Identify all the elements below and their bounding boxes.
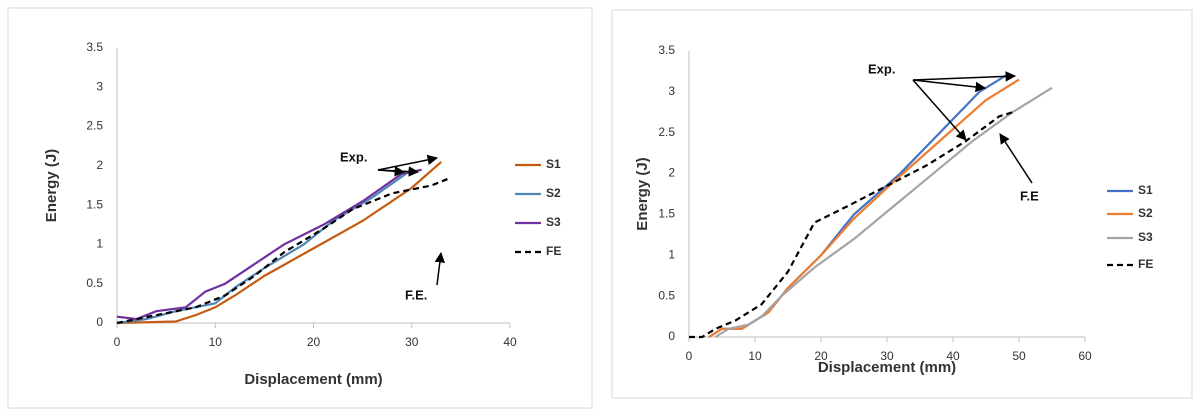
y-tick-label: 2 <box>96 158 103 172</box>
y-tick-label: 3.5 <box>86 40 103 54</box>
y-tick-label: 2 <box>668 166 675 180</box>
series-line <box>116 161 442 325</box>
legend-label: S1 <box>1138 183 1153 197</box>
x-tick-label: 10 <box>748 349 762 363</box>
legend-label: S2 <box>546 186 561 200</box>
x-tick-label: 10 <box>209 335 223 349</box>
y-tick-label: 1.5 <box>86 197 103 211</box>
legend-label: S3 <box>546 215 561 229</box>
y-tick-label: 3 <box>668 84 675 98</box>
y-tick-label: 1.5 <box>658 207 675 221</box>
series-line <box>116 168 422 321</box>
y-tick-label: 1 <box>96 237 103 251</box>
series-line <box>689 111 1013 339</box>
legend-label: FE <box>1138 257 1153 271</box>
y-tick-label: 0 <box>96 315 103 329</box>
legend-label: S2 <box>1138 206 1153 220</box>
x-tick-label: 20 <box>307 335 321 349</box>
annotation-arrow <box>912 79 987 93</box>
y-axis-title: Energy (J) <box>43 149 60 222</box>
x-tick-label: 60 <box>1078 349 1092 363</box>
x-tick-label: 30 <box>880 349 894 363</box>
y-tick-label: 0.5 <box>658 288 675 302</box>
y-tick-label: 0 <box>668 329 675 343</box>
annotation-arrow <box>377 154 439 171</box>
annotation: F.E. <box>405 287 427 302</box>
x-tick-label: 30 <box>405 335 419 349</box>
annotation: F.E <box>1020 188 1039 203</box>
legend-label: S3 <box>1138 230 1153 244</box>
annotation-arrow <box>377 166 420 177</box>
series-line <box>116 168 413 325</box>
series-line <box>708 78 1020 338</box>
y-tick-label: 2.5 <box>86 119 103 133</box>
x-tick-label: 40 <box>946 349 960 363</box>
x-tick-label: 50 <box>1012 349 1026 363</box>
x-axis-title: Displacement (mm) <box>244 371 382 388</box>
x-tick-label: 0 <box>114 335 121 349</box>
annotation-arrow <box>434 251 446 286</box>
y-tick-label: 2.5 <box>658 125 675 139</box>
legend-label: S1 <box>546 157 561 171</box>
annotation-arrow <box>912 71 1017 82</box>
y-tick-label: 3 <box>96 79 103 93</box>
series-line <box>708 74 1007 338</box>
series-line <box>116 176 452 325</box>
y-axis-title: Energy (J) <box>634 157 651 230</box>
x-tick-label: 0 <box>686 349 693 363</box>
series-line <box>714 86 1053 338</box>
y-tick-label: 3.5 <box>658 43 675 57</box>
annotation-arrow <box>999 133 1033 184</box>
x-axis-title: Displacement (mm) <box>818 359 956 376</box>
panel-border <box>7 7 593 409</box>
y-tick-label: 0.5 <box>86 276 103 290</box>
annotation: Exp. <box>868 61 895 76</box>
y-tick-label: 1 <box>668 247 675 261</box>
panel-border <box>611 9 1193 399</box>
annotation: Exp. <box>340 149 367 164</box>
annotation-arrow <box>912 79 967 141</box>
legend-label: FE <box>546 244 561 258</box>
x-tick-label: 20 <box>814 349 828 363</box>
x-tick-label: 40 <box>503 335 517 349</box>
